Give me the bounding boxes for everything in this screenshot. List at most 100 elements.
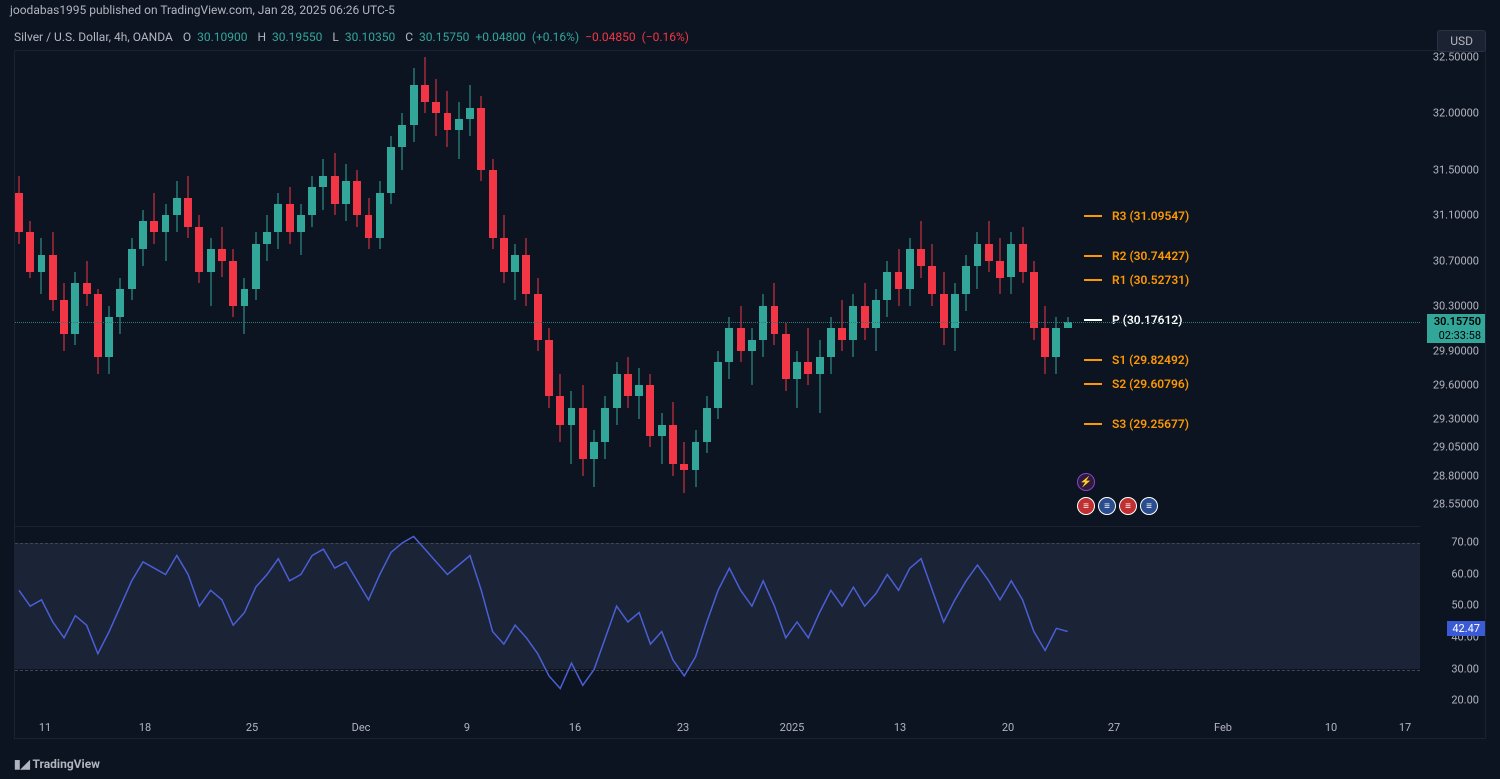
y-tick-label: 29.30000 [1433,413,1479,426]
flag-icon[interactable]: ≡ [1098,497,1116,515]
ohlc-o-label: O [183,30,191,44]
candle [94,51,102,521]
candle [568,51,576,521]
candle [962,51,970,521]
x-tick-label: 27 [1108,721,1120,734]
ohlc-neg: −0.04850 [585,30,636,44]
candle [444,51,452,521]
candle [1030,51,1038,521]
candle [849,51,857,521]
candle [252,51,260,521]
candle [804,51,812,521]
candle [511,51,519,521]
candle [658,51,666,521]
candle [793,51,801,521]
candle [195,51,203,521]
candle [128,51,136,521]
candle [297,51,305,521]
lightning-icon[interactable]: ⚡ [1077,473,1095,491]
flag-icon[interactable]: ≡ [1077,497,1095,515]
ohlc-l-label: L [332,30,338,44]
candle [38,51,46,521]
x-tick-label: 11 [39,721,51,734]
ohlc-low: 30.10350 [345,30,395,44]
candle [387,51,395,521]
currency-badge[interactable]: USD [1437,30,1486,52]
y-axis-rsi: 70.0060.0050.0040.0030.0020.0042.47 [1420,526,1485,716]
candle [895,51,903,521]
pivot-S2: S2 (29.60796) [1084,383,1189,385]
rsi-y-label: 50.00 [1451,599,1479,612]
candle [996,51,1004,521]
candle [985,51,993,521]
candle [692,51,700,521]
candle [432,51,440,521]
y-tick-label: 32.50000 [1433,50,1479,63]
candle [522,51,530,521]
candle [917,51,925,521]
candle [398,51,406,521]
candle [49,51,57,521]
ohlc-high: 30.19550 [272,30,322,44]
pivot-S3: S3 (29.25677) [1084,423,1189,425]
candle [274,51,282,521]
rsi-pane[interactable] [15,526,1420,716]
y-tick-label: 30.70000 [1433,254,1479,267]
x-tick-label: 17 [1399,721,1411,734]
candle [883,51,891,521]
rsi-y-label: 20.00 [1451,694,1479,707]
candle [601,51,609,521]
candle [579,51,587,521]
ohlc-change: +0.04800 [475,30,525,44]
x-tick-label: 13 [894,721,906,734]
candle [105,51,113,521]
candle [421,51,429,521]
candle [974,51,982,521]
candle [365,51,373,521]
candle [534,51,542,521]
tradingview-logo: ▮◢ TradingView [14,757,100,771]
symbol-header: Silver / U.S. Dollar, 4h, OANDA O 30.1090… [14,30,1486,44]
candle [861,51,869,521]
ohlc-open: 30.10900 [197,30,247,44]
flag-icon[interactable]: ≡ [1140,497,1158,515]
candle [1052,51,1060,521]
candle [928,51,936,521]
logo-icon: ▮◢ [14,757,33,771]
y-tick-label: 28.55000 [1433,498,1479,511]
x-tick-label: Feb [1214,721,1232,734]
y-axis-price: 32.5000032.0000031.5000031.1000030.70000… [1420,51,1485,521]
candle [737,51,745,521]
candle [940,51,948,521]
candle [477,51,485,521]
candle [241,51,249,521]
x-tick-label: 18 [139,721,151,734]
candle [827,51,835,521]
chart-area[interactable]: R3 (31.09547)R2 (30.74427)R1 (30.52731)P… [14,50,1486,739]
candle [872,51,880,521]
y-tick-label: 31.50000 [1433,163,1479,176]
x-tick-label: Dec [352,721,371,734]
rsi-value-tag: 42.47 [1447,621,1485,636]
y-tick-label: 30.30000 [1433,299,1479,312]
candle [951,51,959,521]
candle [624,51,632,521]
x-tick-label: 10 [1325,721,1337,734]
y-tick-label: 32.00000 [1433,107,1479,120]
candle [229,51,237,521]
pivot-S1: S1 (29.82492) [1084,359,1189,361]
candle [906,51,914,521]
candle [1007,51,1015,521]
candle [116,51,124,521]
ohlc-change-pct: (+0.16%) [532,30,579,44]
price-pane[interactable]: R3 (31.09547)R2 (30.74427)R1 (30.52731)P… [15,51,1420,521]
symbol-title: Silver / U.S. Dollar, 4h, OANDA [14,30,173,44]
ohlc-neg-pct: (−0.16%) [642,30,689,44]
candle [376,51,384,521]
flag-icon[interactable]: ≡ [1119,497,1137,515]
candle [714,51,722,521]
x-tick-label: 23 [677,721,689,734]
rsi-line [15,527,1422,717]
pivot-R1: R1 (30.52731) [1084,279,1189,281]
candle [60,51,68,521]
